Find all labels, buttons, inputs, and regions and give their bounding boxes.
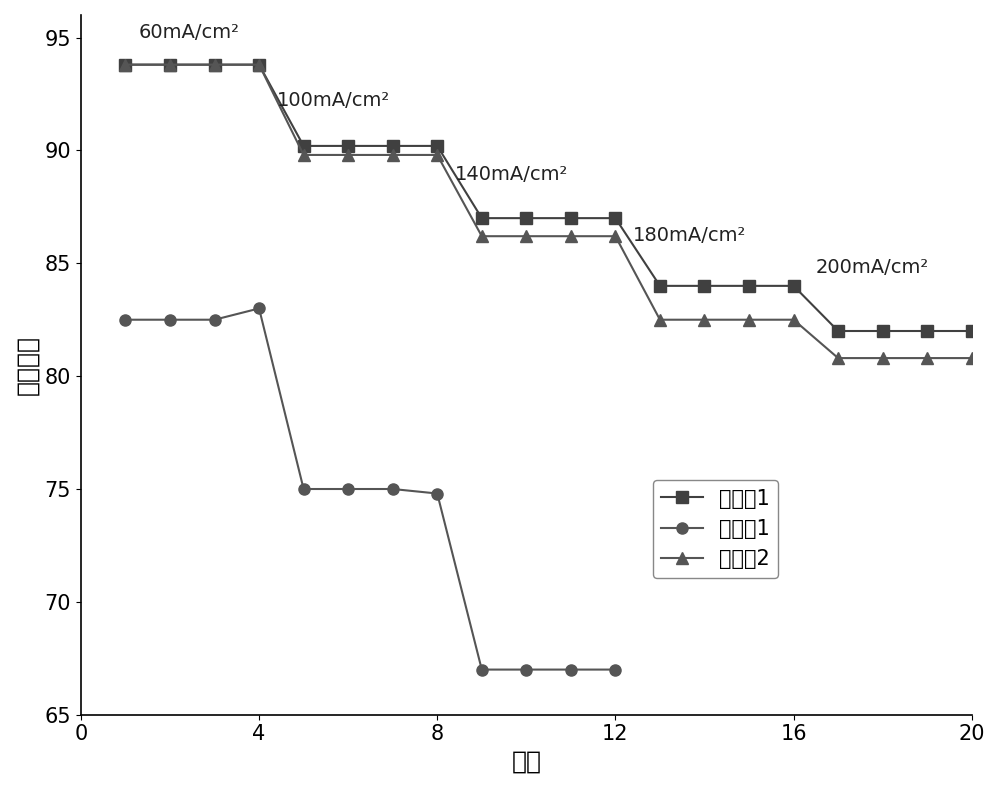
实施例1 xyxy=(788,281,800,290)
实施例1 xyxy=(298,141,310,151)
比较例2 xyxy=(476,231,488,241)
实施例1 xyxy=(387,141,399,151)
实施例1 xyxy=(476,213,488,222)
Text: 60mA/cm²: 60mA/cm² xyxy=(139,23,240,42)
实施例1 xyxy=(609,213,621,222)
比较例2 xyxy=(743,315,755,324)
比较例1 xyxy=(298,484,310,494)
Text: 140mA/cm²: 140mA/cm² xyxy=(455,165,568,185)
比较例2 xyxy=(298,150,310,159)
实施例1 xyxy=(654,281,666,290)
比较例2 xyxy=(877,353,889,363)
比较例1 xyxy=(209,315,221,324)
实施例1 xyxy=(877,327,889,336)
实施例1 xyxy=(565,213,577,222)
比较例2 xyxy=(788,315,800,324)
实施例1 xyxy=(921,327,933,336)
比较例2 xyxy=(832,353,844,363)
比较例2 xyxy=(565,231,577,241)
比较例2 xyxy=(253,60,265,69)
实施例1 xyxy=(832,327,844,336)
Text: 100mA/cm²: 100mA/cm² xyxy=(277,91,390,110)
比较例2 xyxy=(431,150,443,159)
实施例1 xyxy=(431,141,443,151)
Y-axis label: 电压效率: 电压效率 xyxy=(15,335,39,394)
实施例1 xyxy=(520,213,532,222)
实施例1 xyxy=(698,281,710,290)
实施例1 xyxy=(342,141,354,151)
比较例1 xyxy=(164,315,176,324)
X-axis label: 循环: 循环 xyxy=(511,750,541,774)
Text: 180mA/cm²: 180mA/cm² xyxy=(633,226,747,245)
Text: 200mA/cm²: 200mA/cm² xyxy=(816,258,929,277)
比较例2 xyxy=(654,315,666,324)
比较例2 xyxy=(966,353,978,363)
比较例1 xyxy=(119,315,131,324)
实施例1 xyxy=(119,60,131,69)
比较例2 xyxy=(164,60,176,69)
比较例1 xyxy=(476,665,488,675)
比较例1 xyxy=(387,484,399,494)
比较例1 xyxy=(609,665,621,675)
比较例2 xyxy=(698,315,710,324)
实施例1 xyxy=(966,327,978,336)
比较例2 xyxy=(119,60,131,69)
比较例1 xyxy=(253,304,265,313)
实施例1 xyxy=(164,60,176,69)
比较例1 xyxy=(342,484,354,494)
比较例1 xyxy=(520,665,532,675)
实施例1 xyxy=(253,60,265,69)
比较例2 xyxy=(520,231,532,241)
Line: 实施例1: 实施例1 xyxy=(120,59,977,337)
Line: 比较例1: 比较例1 xyxy=(120,303,621,675)
实施例1 xyxy=(743,281,755,290)
比较例2 xyxy=(342,150,354,159)
比较例2 xyxy=(387,150,399,159)
比较例1 xyxy=(565,665,577,675)
比较例1 xyxy=(431,489,443,499)
Legend: 实施例1, 比较例1, 比较例2: 实施例1, 比较例1, 比较例2 xyxy=(653,481,778,578)
比较例2 xyxy=(921,353,933,363)
Line: 比较例2: 比较例2 xyxy=(120,59,977,364)
比较例2 xyxy=(609,231,621,241)
比较例2 xyxy=(209,60,221,69)
实施例1 xyxy=(209,60,221,69)
